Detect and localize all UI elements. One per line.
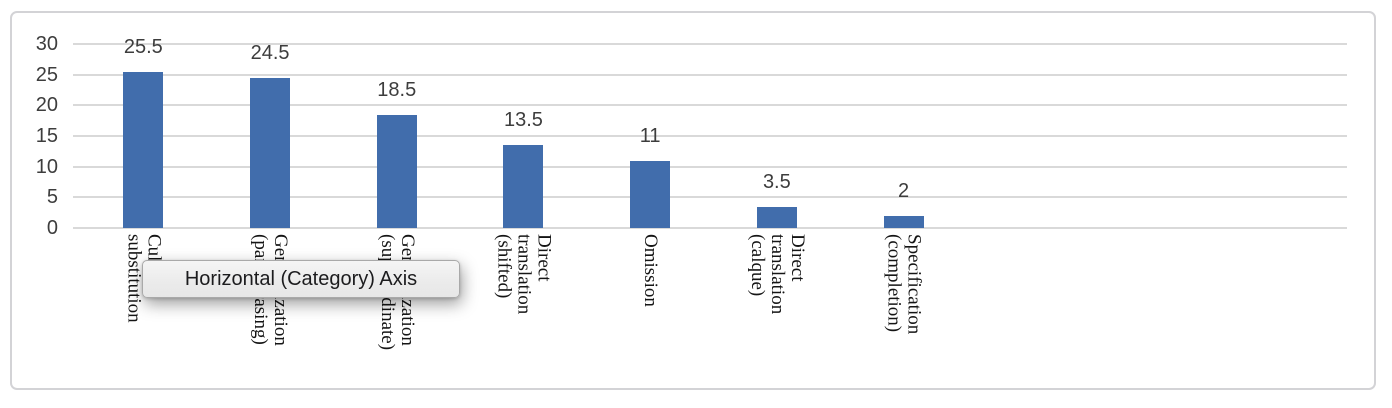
bar-value-label[interactable]: 25.5 [123,35,163,58]
gridline [73,135,1347,137]
bar[interactable] [883,215,924,228]
bar[interactable] [756,206,797,228]
axis-tooltip: Horizontal (Category) Axis [142,260,460,298]
y-axis-tick-label[interactable]: 0 [46,217,58,239]
bar-value-label[interactable]: 13.5 [503,109,543,132]
gridline [73,73,1347,76]
category-axis-label[interactable]: Generalization (superordinate) [377,234,418,392]
y-axis-tick-label[interactable]: 10 [35,155,58,178]
bar-value-label[interactable]: 3.5 [762,170,791,193]
category-axis-label[interactable]: Cultural substitution [123,234,164,323]
bar-value-label[interactable]: 18.5 [377,78,417,101]
bar[interactable] [123,71,164,228]
y-axis-tick-label[interactable]: 25 [35,63,58,86]
y-axis-tick-label[interactable]: 20 [35,94,58,117]
gridline [73,165,1347,168]
bar[interactable] [250,77,291,228]
bar-value-label[interactable]: 11 [639,124,661,147]
category-axis-label[interactable]: Direct translation (shifted) [493,234,555,315]
y-axis-tick-label[interactable]: 30 [35,33,58,55]
gridline [73,227,1347,229]
bar[interactable] [503,145,544,228]
y-axis-tick-label[interactable]: 5 [46,186,58,209]
category-axis-label[interactable]: Omission [640,234,662,307]
bar[interactable] [630,160,671,228]
bar-value-label[interactable]: 24.5 [250,41,290,64]
y-axis-tick-label[interactable]: 15 [35,125,58,147]
bar[interactable] [376,114,417,228]
bar-value-label[interactable]: 2 [897,179,910,202]
category-axis-label[interactable]: Specification (completion) [883,234,925,335]
category-axis-label[interactable]: Generalization (paraphrasing) [250,234,291,392]
axis-tooltip-text: Horizontal (Category) Axis [184,267,418,290]
gridline [73,104,1347,107]
gridline [73,196,1347,199]
category-axis-label[interactable]: Direct translation (calque) [746,234,808,315]
gridline [73,43,1347,45]
